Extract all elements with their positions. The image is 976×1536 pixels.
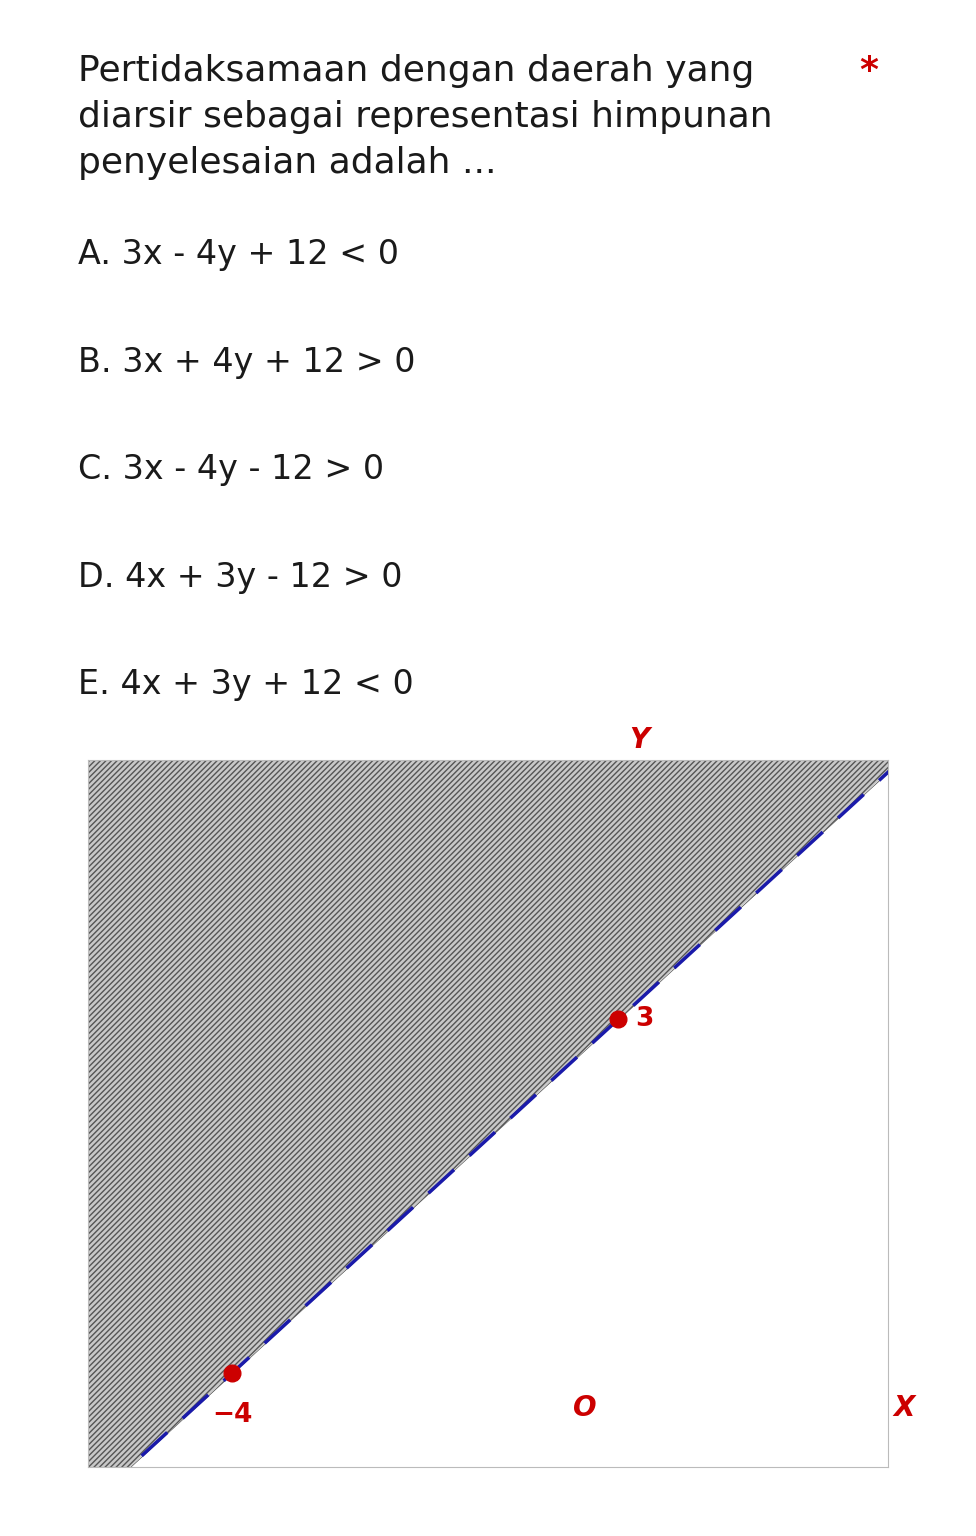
Text: 3: 3 <box>635 1006 654 1032</box>
Polygon shape <box>88 760 888 1467</box>
Text: −4: −4 <box>213 1402 253 1428</box>
Text: Pertidaksamaan dengan daerah yang: Pertidaksamaan dengan daerah yang <box>78 54 754 88</box>
Text: B. 3x + 4y + 12 > 0: B. 3x + 4y + 12 > 0 <box>78 346 416 378</box>
Text: penyelesaian adalah ...: penyelesaian adalah ... <box>78 146 497 180</box>
Text: O: O <box>573 1393 597 1422</box>
Text: Y: Y <box>630 727 650 754</box>
Text: *: * <box>859 54 877 88</box>
Text: diarsir sebagai representasi himpunan: diarsir sebagai representasi himpunan <box>78 100 773 134</box>
Text: E. 4x + 3y + 12 < 0: E. 4x + 3y + 12 < 0 <box>78 668 414 700</box>
Text: A. 3x - 4y + 12 < 0: A. 3x - 4y + 12 < 0 <box>78 238 399 270</box>
Text: X: X <box>893 1393 915 1422</box>
Text: C. 3x - 4y - 12 > 0: C. 3x - 4y - 12 > 0 <box>78 453 385 485</box>
Text: D. 4x + 3y - 12 > 0: D. 4x + 3y - 12 > 0 <box>78 561 402 593</box>
